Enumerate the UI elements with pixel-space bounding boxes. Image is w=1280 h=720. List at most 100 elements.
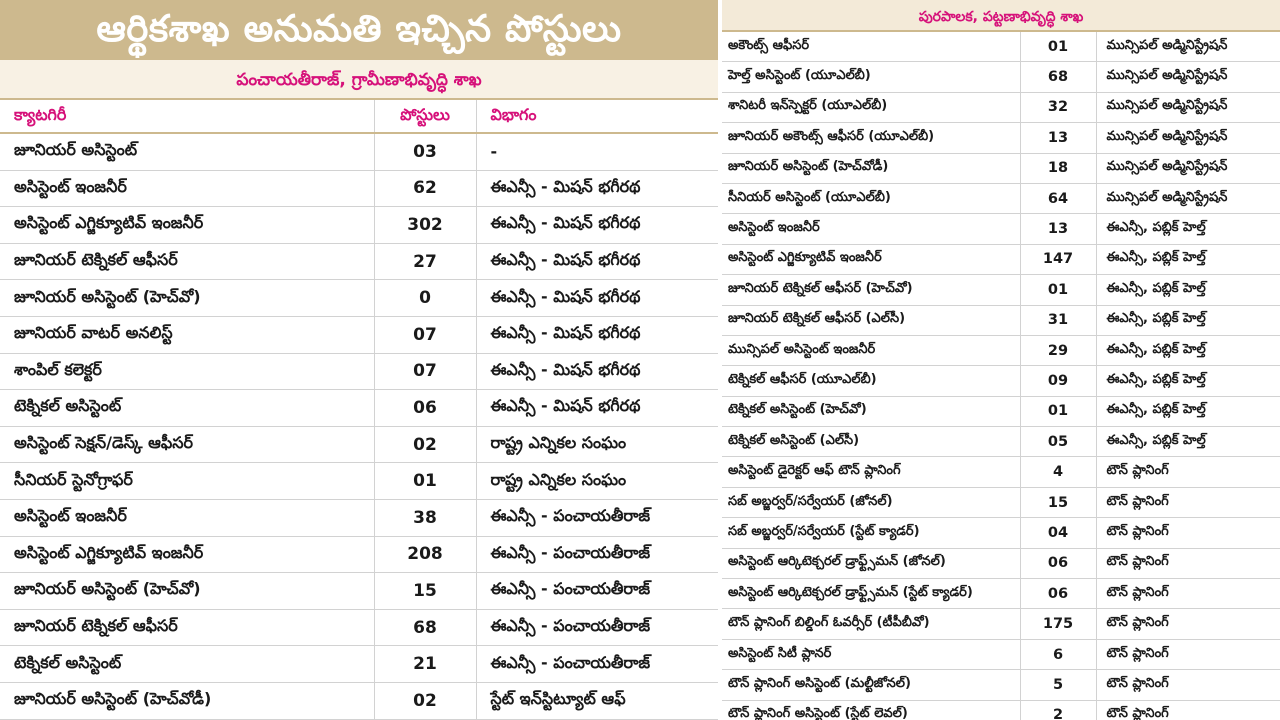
department-cell: మున్సిపల్ అడ్మినిస్ట్రేషన్ (1096, 122, 1280, 154)
department-cell: ఈఎన్సీ - మిషన్ భగీరథ (476, 353, 718, 391)
department-cell: ఈఎన్సీ, పబ్లిక్ హెల్త్ (1096, 396, 1280, 428)
department-cell: ఈఎన్సీ - మిషన్ భగీరథ (476, 389, 718, 427)
table-row: అసిస్టెంట్ ఎగ్జిక్యూటివ్ ఇంజనీర్ 302 ఈఎన్స… (0, 206, 718, 244)
category-cell: టెక్నికల్ ఆఫీసర్ (యూఎల్‌బీ) (722, 365, 1020, 397)
department-cell: టౌన్ ప్లానింగ్ (1096, 578, 1280, 610)
category-cell: సీనియర్ స్టెనోగ్రాఫర్ (0, 462, 374, 500)
department-cell: ఈఎన్సీ - పంచాయతీరాజ్ (476, 609, 718, 647)
department-cell: మున్సిపల్ అడ్మినిస్ట్రేషన్ (1096, 153, 1280, 184)
municipal-posts-table: అకౌంట్స్ ఆఫీసర్ 01 మున్సిపల్ అడ్మినిస్ట్రే… (722, 32, 1280, 720)
department-cell: టౌన్ ప్లానింగ్ (1096, 608, 1280, 640)
posts-cell: 175 (1019, 608, 1097, 640)
table-row: టౌన్ ప్లానింగ్ అసిస్టెంట్ (మల్టీజోనల్) 5 ట… (722, 669, 1280, 701)
category-cell: అసిస్టెంట్ ఎగ్జిక్యూటివ్ ఇంజనీర్ (0, 536, 374, 574)
department-cell: స్టేట్ ఇన్‌స్టిట్యూట్ ఆఫ్ (476, 682, 718, 720)
table-row: టెక్నికల్ అసిస్టెంట్ 06 ఈఎన్సీ - మిషన్ భగీ… (0, 389, 718, 427)
posts-cell: 38 (373, 499, 477, 537)
category-cell: అసిస్టెంట్ ఆర్కిటెక్చరల్ డ్రాఫ్ట్స్‌మన్ … (722, 548, 1020, 580)
department-cell: మున్సిపల్ అడ్మినిస్ట్రేషన్ (1096, 92, 1280, 124)
posts-cell: 06 (373, 389, 477, 427)
category-cell: జూనియర్ అసిస్టెంట్ (హెచ్‌వోడీ) (0, 682, 374, 720)
posts-cell: 62 (373, 170, 477, 208)
table-row: మున్సిపల్ అసిస్టెంట్ ఇంజనీర్ 29 ఈఎన్సీ, పబ… (722, 335, 1280, 367)
posts-cell: 147 (1019, 244, 1097, 276)
category-cell: సబ్ అబ్జర్వర్/సర్వేయర్ (జోనల్) (722, 487, 1020, 519)
table-row: జూనియర్ అసిస్టెంట్ (హెచ్‌వోడీ) 02 స్టేట్ ఇ… (0, 682, 718, 720)
department-cell: ఈఎన్సీ - మిషన్ భగీరథ (476, 206, 718, 244)
column-header-category: క్యాటగిరీ (0, 100, 374, 134)
table-row: సీనియర్ స్టెనోగ్రాఫర్ 01 రాష్ట్ర ఎన్నికల స… (0, 462, 718, 500)
posts-cell: 31 (1019, 305, 1097, 336)
table-row: టెక్నికల్ అసిస్టెంట్ (హెచ్‌వో) 01 ఈఎన్సీ, … (722, 396, 1280, 428)
posts-cell: 01 (1019, 274, 1097, 306)
category-cell: టౌన్ ప్లానింగ్ అసిస్టెంట్ (స్టేట్ లెవల్) (722, 700, 1020, 720)
table-row: టెక్నికల్ అసిస్టెంట్ 21 ఈఎన్సీ - పంచాయతీరా… (0, 645, 718, 683)
posts-cell: 05 (1019, 426, 1097, 458)
category-cell: అసిస్టెంట్ డైరెక్టర్ ఆఫ్ టౌన్ ప్లానింగ్ (722, 456, 1020, 488)
department-cell: ఈఎన్సీ - పంచాయతీరాజ్ (476, 572, 718, 610)
table-row: అసిస్టెంట్ ఇంజనీర్ 62 ఈఎన్సీ - మిషన్ భగీరథ (0, 170, 718, 208)
posts-cell: 64 (1019, 183, 1097, 215)
posts-cell: 13 (1019, 122, 1097, 154)
category-cell: జూనియర్ అసిస్టెంట్ (హెచ్‌వోడీ) (722, 153, 1020, 184)
table-row: శానిటరీ ఇన్‌స్పెక్టర్ (యూఎల్‌బీ) 32 మున్సి… (722, 92, 1280, 124)
department-cell: ఈఎన్సీ - మిషన్ భగీరథ (476, 279, 718, 317)
department-cell: ఈఎన్సీ - మిషన్ భగీరథ (476, 170, 718, 208)
table-row: జూనియర్ అకౌంట్స్ ఆఫీసర్ (యూఎల్‌బీ) 13 మున్… (722, 122, 1280, 154)
posts-cell: 09 (1019, 365, 1097, 397)
category-cell: అసిస్టెంట్ ఇంజనీర్ (0, 170, 374, 208)
table-row: అసిస్టెంట్ సిటీ ప్లానర్ 6 టౌన్ ప్లానింగ్ (722, 639, 1280, 671)
department-cell: ఈఎన్సీ - మిషన్ భగీరథ (476, 243, 718, 281)
column-header-posts: పోస్టులు (373, 100, 477, 134)
posts-cell: 302 (373, 206, 477, 244)
department-cell: మున్సిపల్ అడ్మినిస్ట్రేషన్ (1096, 183, 1280, 215)
table-row: అసిస్టెంట్ సెక్షన్/డెస్క్ ఆఫీసర్ 02 రాష్ట్… (0, 426, 718, 464)
posts-cell: 32 (1019, 92, 1097, 124)
table-row: జూనియర్ టెక్నికల్ ఆఫీసర్ 68 ఈఎన్సీ - పంచాయ… (0, 609, 718, 647)
table-row: టెక్నికల్ అసిస్టెంట్ (ఎల్‌సీ) 05 ఈఎన్సీ, ప… (722, 426, 1280, 458)
category-cell: అసిస్టెంట్ ఎగ్జిక్యూటివ్ ఇంజనీర్ (0, 206, 374, 244)
posts-cell: 2 (1019, 700, 1097, 720)
table-row: అసిస్టెంట్ ఎగ్జిక్యూటివ్ ఇంజనీర్ 208 ఈఎన్స… (0, 536, 718, 574)
department-cell: ఈఎన్సీ, పబ్లిక్ హెల్త్ (1096, 244, 1280, 276)
right-panel: పురపాలక, పట్టణాభివృద్ధి శాఖ అకౌంట్స్ ఆఫీ… (722, 0, 1280, 720)
category-cell: టౌన్ ప్లానింగ్ అసిస్టెంట్ (మల్టీజోనల్) (722, 669, 1020, 701)
category-cell: టెక్నికల్ అసిస్టెంట్ (ఎల్‌సీ) (722, 426, 1020, 458)
category-cell: సబ్ అబ్జర్వర్/సర్వేయర్ (స్టేట్ క్యాడర్) (722, 517, 1020, 549)
department-cell: టౌన్ ప్లానింగ్ (1096, 639, 1280, 671)
table-row: టౌన్ ప్లానింగ్ బిల్డింగ్ ఓవర్సీర్ (టీపీబ… (722, 608, 1280, 640)
table-row: జూనియర్ టెక్నికల్ ఆఫీసర్ (హెచ్‌వో) 01 ఈఎన్… (722, 274, 1280, 306)
posts-cell: 01 (1019, 32, 1097, 63)
category-cell: జూనియర్ అకౌంట్స్ ఆఫీసర్ (యూఎల్‌బీ) (722, 122, 1020, 154)
table-row: సీనియర్ అసిస్టెంట్ (యూఎల్‌బీ) 64 మున్సిపల్… (722, 183, 1280, 215)
department-cell: టౌన్ ప్లానింగ్ (1096, 669, 1280, 701)
category-cell: అసిస్టెంట్ ఆర్కిటెక్చరల్ డ్రాఫ్ట్స్‌మన్ … (722, 578, 1020, 610)
left-panel: ఆర్థికశాఖ అనుమతి ఇచ్చిన పోస్టులు పంచాయతీ… (0, 0, 718, 720)
category-cell: అసిస్టెంట్ సిటీ ప్లానర్ (722, 639, 1020, 671)
category-cell: టెక్నికల్ అసిస్టెంట్ (0, 389, 374, 427)
department-cell: మున్సిపల్ అడ్మినిస్ట్రేషన్ (1096, 32, 1280, 63)
category-cell: అసిస్టెంట్ ఇంజనీర్ (722, 213, 1020, 245)
category-cell: అసిస్టెంట్ ఇంజనీర్ (0, 499, 374, 537)
table-row: జూనియర్ అసిస్టెంట్ (హెచ్‌వో) 15 ఈఎన్సీ - ప… (0, 572, 718, 610)
posts-cell: 208 (373, 536, 477, 574)
table-row: టెక్నికల్ ఆఫీసర్ (యూఎల్‌బీ) 09 ఈఎన్సీ, పబ్… (722, 365, 1280, 397)
department-cell: టౌన్ ప్లానింగ్ (1096, 487, 1280, 519)
table-row: అసిస్టెంట్ ఇంజనీర్ 13 ఈఎన్సీ, పబ్లిక్ హెల్… (722, 213, 1280, 245)
posts-cell: 21 (373, 645, 477, 683)
table-row: హెల్త్ అసిస్టెంట్ (యూఎల్‌బీ) 68 మున్సిపల్ … (722, 61, 1280, 93)
category-cell: అసిస్టెంట్ సెక్షన్/డెస్క్ ఆఫీసర్ (0, 426, 374, 464)
posts-cell: 5 (1019, 669, 1097, 701)
posts-cell: 15 (373, 572, 477, 610)
category-cell: జూనియర్ వాటర్ అనలిస్ట్ (0, 316, 374, 354)
category-cell: శాంపిల్ కలెక్టర్ (0, 353, 374, 391)
table-row: జూనియర్ వాటర్ అనలిస్ట్ 07 ఈఎన్సీ - మిషన్ భ… (0, 316, 718, 354)
posts-cell: 02 (373, 682, 477, 720)
category-cell: సీనియర్ అసిస్టెంట్ (యూఎల్‌బీ) (722, 183, 1020, 215)
table-row: జూనియర్ టెక్నికల్ ఆఫీసర్ 27 ఈఎన్సీ - మిషన్… (0, 243, 718, 281)
table-row: జూనియర్ అసిస్టెంట్ (హెచ్‌వో) 0 ఈఎన్సీ - మి… (0, 279, 718, 317)
posts-cell: 03 (373, 133, 477, 171)
posts-cell: 15 (1019, 487, 1097, 519)
department-cell: టౌన్ ప్లానింగ్ (1096, 548, 1280, 580)
posts-cell: 01 (373, 462, 477, 500)
